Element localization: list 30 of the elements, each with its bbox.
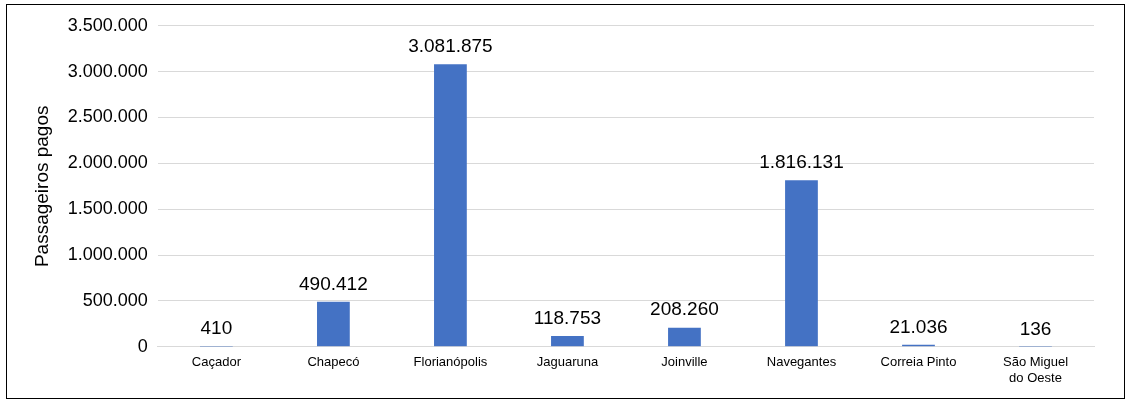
y-tick-label: 2.500.000: [67, 106, 148, 127]
x-tick-label: São Miguel do Oeste: [1002, 354, 1069, 385]
x-tick-label: Jaguaruna: [536, 354, 599, 370]
y-tick-label: 1.500.000: [67, 198, 148, 219]
x-tick-label: Florianópolis: [413, 354, 488, 370]
y-tick-label: 3.500.000: [67, 14, 148, 35]
x-tick-label: Chapecó: [307, 354, 360, 370]
bar: [785, 180, 818, 347]
y-tick-label: 1.000.000: [67, 244, 148, 265]
x-tick-label: Joinville: [661, 354, 708, 370]
y-tick-label: 3.000.000: [67, 60, 148, 81]
bar: [434, 64, 467, 347]
data-label: 21.036: [889, 315, 948, 337]
y-axis-title: Passageiros pagos: [30, 105, 52, 268]
x-tick-label: Correia Pinto: [880, 354, 957, 370]
data-label: 118.753: [533, 306, 602, 328]
data-label: 3.081.875: [408, 34, 493, 56]
y-tick-label: 0: [137, 335, 148, 356]
bar: [668, 327, 701, 347]
data-label: 208.260: [650, 298, 719, 320]
data-label: 1.816.131: [759, 150, 844, 172]
x-tick-label: Navegantes: [766, 354, 837, 370]
y-tick-label: 2.000.000: [67, 152, 148, 173]
data-label: 490.412: [299, 272, 368, 294]
bar: [317, 301, 350, 347]
bar: [551, 335, 584, 347]
y-tick-label: 500.000: [82, 289, 148, 310]
x-tick-label: Caçador: [191, 354, 242, 370]
data-label: 410: [200, 317, 233, 339]
data-label: 136: [1019, 317, 1052, 339]
